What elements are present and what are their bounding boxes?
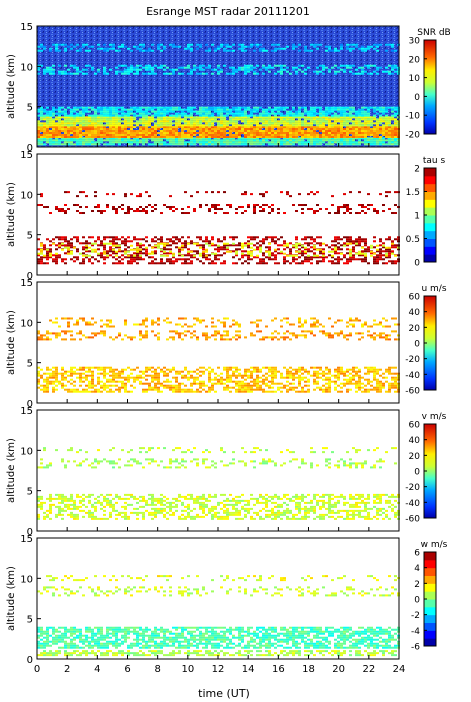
y-tick-label: 10 [20,574,33,585]
y-tick-label: 0 [27,143,33,154]
colorbar-label: v m/s [422,412,447,422]
colorbar-tick-label: -40 [405,371,420,381]
y-tick-label: 0 [27,399,33,410]
y-tick-label: 0 [27,527,33,538]
x-tick-label: 14 [242,664,255,675]
colorbar-tick-label: 20 [409,55,421,65]
colorbar-tick-label: -60 [405,515,420,525]
y-axis-label: altitude (km) [6,54,17,119]
colorbar-tick-label: 40 [409,436,421,446]
colorbar-4: -60 -40 -20 0 20 40 60v m/s [405,412,446,525]
y-tick-label: 10 [20,446,33,457]
y-tick-label: 0 [27,655,33,666]
y-tick-label: 15 [20,406,33,417]
field-texture [37,575,400,657]
panel-4: 0 5 10 15 altitude (km) -60 -40 -20 0 20 40 60v m/s [6,406,447,538]
colorbar-tick-label: -6 [411,643,420,653]
field-texture [37,317,400,393]
y-tick-label: 10 [20,190,33,201]
colorbar-tick-label: -20 [405,483,420,493]
x-tick-label: 18 [302,664,315,675]
colorbar-tick-label: 0 [414,93,420,103]
colorbar-tick-label: 2 [414,580,420,590]
colorbar-tick-label: -2 [411,611,420,621]
colorbar-label: w m/s [421,540,448,550]
colorbar-tick-label: -20 [405,355,420,365]
y-tick-label: 5 [27,103,33,114]
colorbar-tick-label: 2 [414,165,420,175]
field-texture [37,447,400,520]
x-tick-label: 10 [181,664,194,675]
y-tick-label: 0 [27,271,33,282]
colorbar-tick-label: -4 [411,627,420,637]
colorbar-tick-label: 60 [409,421,421,431]
colorbar-tick-label: 1.5 [406,188,420,198]
field-texture [37,191,400,265]
x-tick-label: 8 [154,664,160,675]
x-axis-label: time (UT) [198,687,250,700]
colorbar-tick-label: 6 [414,549,420,559]
colorbar-tick-label: 20 [409,452,421,462]
x-tick-label: 4 [94,664,100,675]
x-tick-label: 0 [34,664,40,675]
y-tick-label: 5 [27,615,33,626]
colorbar-tick-label: 0 [414,340,420,350]
colorbar-tick-label: 0 [414,468,420,478]
y-tick-label: 10 [20,318,33,329]
colorbar-tick-label: 60 [409,293,421,303]
colorbar-label: tau s [423,156,446,166]
colorbar-tick-label: -20 [405,131,420,141]
panel-3: 0 5 10 15 altitude (km) -60 -40 -20 0 20 40 60u m/s [6,278,447,410]
colorbar-tick-label: 1 [414,212,420,222]
colorbar-tick-label: 0.5 [406,235,420,245]
colorbar-tick-label: 4 [414,564,420,574]
y-axis-label: altitude (km) [6,182,17,247]
colorbar-tick-label: 10 [409,74,421,84]
y-tick-label: 5 [27,487,33,498]
figure-title: Esrange MST radar 20111201 [146,5,310,18]
colorbar-3: -60 -40 -20 0 20 40 60u m/s [405,284,447,397]
colorbar-tick-label: 20 [409,324,421,334]
x-tick-label: 22 [362,664,375,675]
colorbar-tick-label: -10 [405,112,420,122]
y-axis-label: altitude (km) [6,566,17,631]
x-tick-label: 2 [64,664,70,675]
y-tick-label: 15 [20,278,33,289]
y-axis-label: altitude (km) [6,438,17,503]
x-tick-label: 24 [393,664,406,675]
y-axis-label: altitude (km) [6,310,17,375]
x-tick-label: 16 [272,664,285,675]
colorbar-label: SNR dB [417,28,450,38]
x-tick-label: 20 [332,664,345,675]
colorbar-tick-label: 0 [414,259,420,269]
colorbar-tick-label: 0 [414,596,420,606]
y-tick-label: 5 [27,231,33,242]
y-tick-label: 5 [27,359,33,370]
x-tick-label: 12 [212,664,225,675]
colorbar-label: u m/s [421,284,446,294]
colorbar-tick-label: 40 [409,308,421,318]
y-tick-label: 15 [20,150,33,161]
x-tick-label: 6 [124,664,130,675]
colorbar-tick-label: 30 [409,37,421,47]
colorbar-tick-label: -40 [405,499,420,509]
y-tick-label: 15 [20,534,33,545]
y-tick-label: 10 [20,62,33,73]
y-tick-label: 15 [20,22,33,33]
colorbar-tick-label: -60 [405,387,420,397]
colorbar-5: -6 -4 -2 0 2 4 6w m/s [411,540,448,653]
